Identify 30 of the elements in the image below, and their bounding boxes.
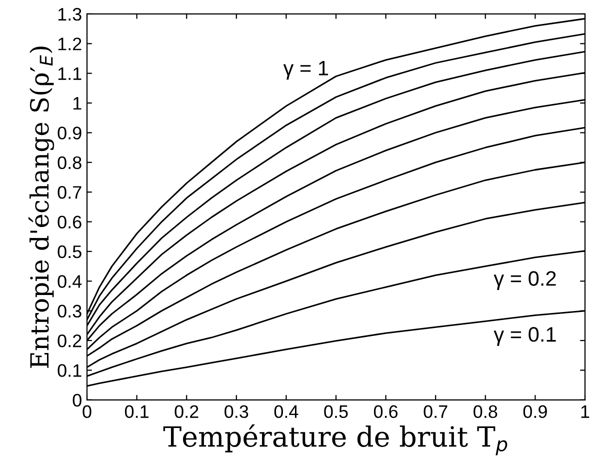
annotation: γ = 1 [283,60,328,80]
y-tick-label: 0.9 [58,126,82,140]
x-tick-label: 0.4 [274,405,298,418]
y-tick-label: 0.6 [58,216,82,228]
y-axis-title: Entropie d'échange S(ρ′$_{E}$) [28,46,54,368]
x-tick-label: 0.3 [224,405,248,418]
y-tick-label: 1.1 [58,67,82,80]
y-tick-label: 0 [72,394,82,407]
annotation: γ = 0.2 [494,271,556,290]
y-tick-label: 0.4 [58,275,82,288]
y-tick-label: 0.1 [58,364,82,377]
y-tick-label: 1.3 [58,8,82,21]
x-tick-label: 0.2 [174,405,198,418]
x-tick-label: 1 [581,405,590,418]
y-tick-label: 0.3 [58,304,82,318]
x-tick-label: 0.6 [374,405,398,418]
x-tick-label: 0 [82,405,92,418]
x-tick-label: 0.1 [124,405,148,418]
x-tick-label: 0.7 [424,405,448,418]
x-tick-label: 0.5 [324,405,348,418]
y-tick-label: 0.7 [58,186,82,199]
x-tick-label: 0.9 [523,405,547,418]
x-tick-label: 0.8 [474,405,498,418]
y-tick-label: 1.2 [58,38,82,50]
y-tick-label: 0.8 [58,156,82,170]
y-tick-label: 0.5 [58,245,82,258]
x-axis-title: Température de bruit T$_{p}$ [163,424,508,456]
annotation: γ = 0.1 [494,327,556,346]
y-tick-label: 0.2 [58,334,82,348]
y-tick-label: 1 [73,97,82,110]
